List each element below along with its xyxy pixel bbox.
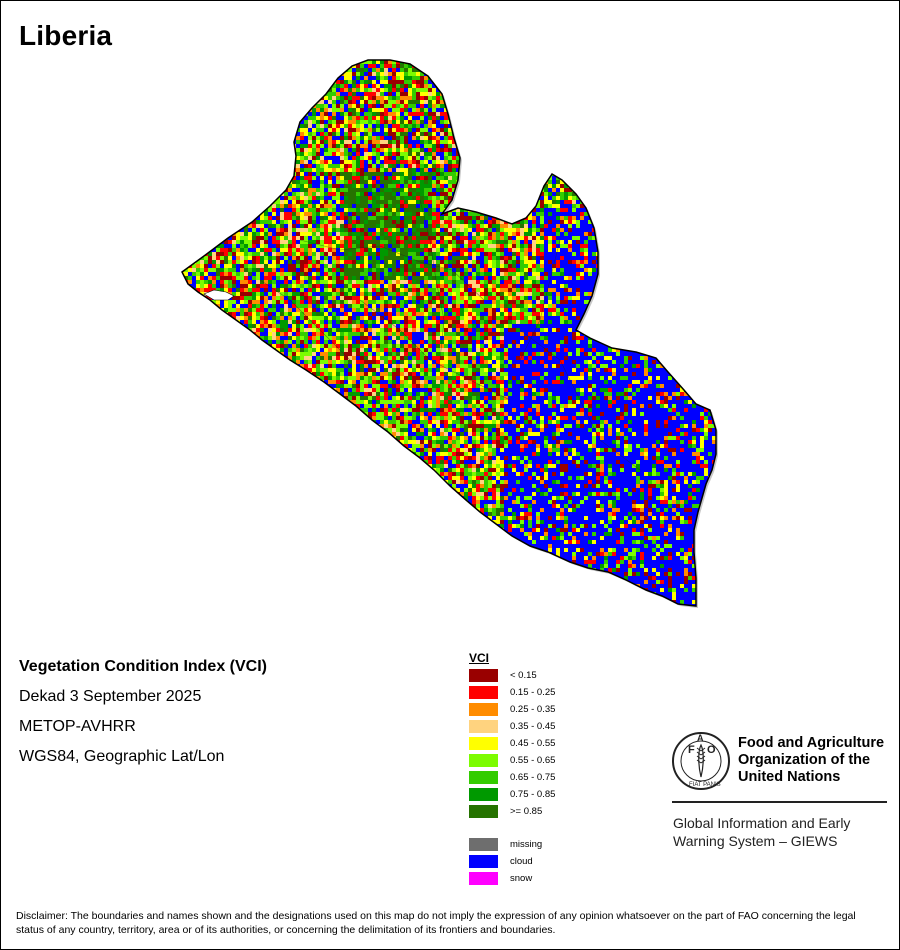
legend-label: < 0.15	[510, 670, 537, 681]
legend-special-classes: missing cloud snow	[469, 838, 589, 889]
legend-row: 0.65 - 0.75	[469, 771, 589, 788]
fao-name-line: Organization of the	[738, 752, 871, 768]
fao-name-line: United Nations	[738, 769, 841, 785]
legend-row: 0.45 - 0.55	[469, 737, 589, 754]
projection-label: WGS84, Geographic Lat/Lon	[19, 748, 225, 765]
legend-swatch	[469, 838, 498, 851]
legend-label: 0.35 - 0.45	[510, 721, 556, 732]
legend-swatch	[469, 703, 498, 716]
coastal-lagoon	[203, 289, 235, 301]
fao-name: Food and Agriculture Organization of the…	[738, 735, 884, 786]
fao-logo-letter: F	[688, 744, 695, 756]
legend-label: 0.15 - 0.25	[510, 687, 556, 698]
legend-label: >= 0.85	[510, 806, 543, 817]
legend-swatch	[469, 669, 498, 682]
map-title: Liberia	[19, 20, 113, 51]
legend-row: 0.35 - 0.45	[469, 720, 589, 737]
legend-swatch	[469, 805, 498, 818]
vci-map	[181, 59, 718, 608]
legend-swatch	[469, 754, 498, 767]
fao-logo-icon: F A O FIAT PANIS	[672, 732, 730, 790]
giews-line: Warning System – GIEWS	[673, 833, 838, 849]
country-boundary	[181, 59, 717, 607]
legend-swatch	[469, 788, 498, 801]
legend-label: 0.25 - 0.35	[510, 704, 556, 715]
legend-swatch	[469, 771, 498, 784]
legend-swatch	[469, 720, 498, 733]
fao-divider	[672, 801, 887, 803]
legend-row: 0.15 - 0.25	[469, 686, 589, 703]
legend-label: 0.55 - 0.65	[510, 755, 556, 766]
legend-label: cloud	[510, 856, 533, 867]
legend-swatch	[469, 686, 498, 699]
legend-row: 0.25 - 0.35	[469, 703, 589, 720]
fao-logo-letter: A	[697, 733, 704, 743]
legend-label: 0.65 - 0.75	[510, 772, 556, 783]
legend-row: 0.75 - 0.85	[469, 788, 589, 805]
fao-logo-letter: O	[707, 744, 716, 756]
legend-label: missing	[510, 839, 543, 850]
legend: VCI < 0.15 0.15 - 0.25 0.25 - 0.35 0.35 - 0…	[469, 651, 589, 889]
legend-row: missing	[469, 838, 589, 855]
legend-row: snow	[469, 872, 589, 889]
fao-name-line: Food and Agriculture	[738, 735, 885, 751]
vci-raster	[182, 60, 716, 606]
legend-swatch	[469, 855, 498, 868]
legend-classes: < 0.15 0.15 - 0.25 0.25 - 0.35 0.35 - 0.45 0…	[469, 669, 589, 822]
legend-row: 0.55 - 0.65	[469, 754, 589, 771]
legend-gap	[469, 822, 589, 838]
legend-swatch	[469, 872, 498, 885]
sensor-label: METOP-AVHRR	[19, 718, 136, 735]
legend-row: >= 0.85	[469, 805, 589, 822]
period-label: Dekad 3 September 2025	[19, 688, 202, 705]
legend-label: snow	[510, 873, 533, 884]
disclaimer: Disclaimer: The boundaries and names sho…	[16, 910, 856, 936]
legend-swatch	[469, 737, 498, 750]
legend-label: 0.45 - 0.55	[510, 738, 556, 749]
fao-logo-motto: FIAT PANIS	[689, 782, 721, 788]
legend-title: VCI	[469, 651, 490, 665]
giews-name: Global Information and Early Warning Sys…	[673, 814, 850, 850]
legend-row: cloud	[469, 855, 589, 872]
legend-row: < 0.15	[469, 669, 589, 686]
giews-line: Global Information and Early	[673, 815, 851, 831]
index-title: Vegetation Condition Index (VCI)	[19, 658, 267, 675]
legend-label: 0.75 - 0.85	[510, 789, 556, 800]
admin-boundaries	[259, 199, 641, 471]
